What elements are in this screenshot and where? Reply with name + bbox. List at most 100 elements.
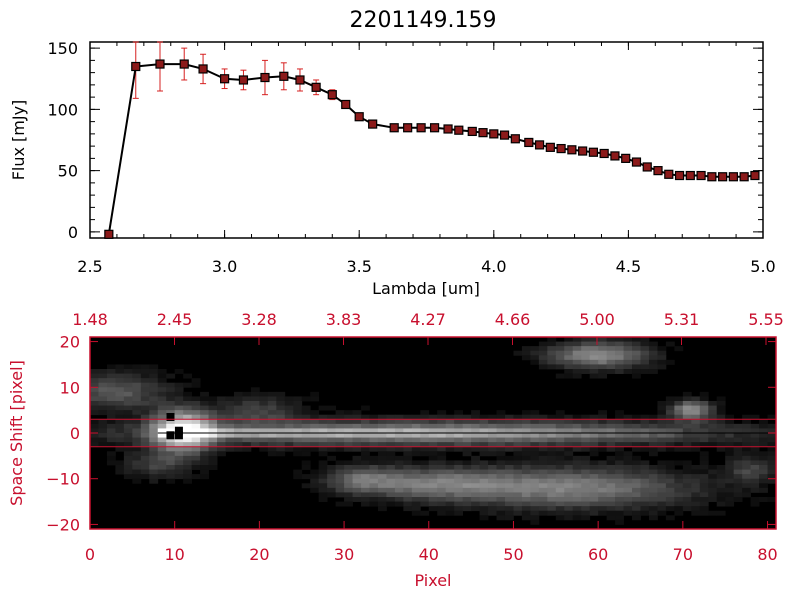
- image-pixel: [488, 414, 497, 420]
- data-point: [279, 71, 289, 81]
- image-pixel: [200, 401, 209, 406]
- image-pixel: [394, 483, 404, 489]
- image-pixel: [115, 364, 125, 370]
- image-pixel: [547, 423, 557, 429]
- image-pixel: [394, 478, 404, 484]
- image-pixel: [750, 442, 760, 448]
- image-pixel: [547, 364, 557, 370]
- image-pixel: [157, 387, 167, 393]
- image-pixel: [369, 465, 379, 470]
- data-point: [545, 142, 555, 152]
- image-pixel: [284, 446, 294, 452]
- image-pixel: [454, 478, 464, 484]
- image-pixel: [98, 401, 108, 406]
- image-pixel: [369, 455, 379, 461]
- image-pixel: [259, 396, 269, 402]
- image-pixel: [555, 442, 565, 448]
- image-pixel: [445, 460, 455, 466]
- image-pixel: [428, 446, 438, 452]
- image-pixel: [174, 414, 184, 420]
- image-pixel: [318, 474, 328, 480]
- image-pixel: [589, 428, 599, 434]
- image-pixel: [242, 396, 252, 402]
- image-pixel: [267, 423, 277, 429]
- image-pixel: [708, 483, 718, 489]
- image-pixel: [301, 396, 311, 402]
- image-pixel: [454, 483, 464, 489]
- image-pixel: [411, 487, 421, 493]
- image-pixel: [648, 414, 658, 420]
- image-pixel: [504, 428, 514, 434]
- image-pixel: [344, 465, 353, 470]
- image-pixel: [488, 497, 497, 502]
- image-pixel: [462, 433, 472, 438]
- image-pixel: [750, 451, 760, 457]
- image-pixel: [200, 446, 209, 452]
- image-pixel: [623, 501, 633, 507]
- data-point: [739, 172, 749, 182]
- image-pixel: [318, 419, 328, 425]
- image-pixel: [420, 469, 430, 475]
- image-pixel: [369, 460, 379, 466]
- image-pixel: [98, 369, 108, 374]
- data-point: [155, 59, 165, 69]
- image-pixel: [149, 465, 159, 470]
- image-pixel: [140, 391, 150, 397]
- image-pixel: [640, 337, 650, 342]
- image-pixel: [327, 469, 337, 475]
- image-pixel: [208, 401, 218, 406]
- image-pixel: [106, 433, 116, 438]
- image-pixel: [665, 492, 675, 498]
- image-pixel: [606, 487, 616, 493]
- image-pixel: [259, 428, 269, 434]
- image-pixel: [200, 451, 209, 457]
- image-pixel: [437, 428, 447, 434]
- image-pixel: [479, 501, 489, 507]
- image-pixel: [106, 391, 116, 397]
- image-pixel: [462, 423, 472, 429]
- image-pixel: [301, 460, 311, 466]
- image-pixel: [733, 442, 743, 448]
- image-pixel: [445, 492, 455, 498]
- image-pixel: [394, 423, 404, 429]
- image-pixel: [699, 437, 709, 443]
- image-pixel: [496, 433, 506, 438]
- image-pixel: [623, 419, 633, 425]
- image-pixel: [513, 442, 523, 448]
- image-pixel: [166, 442, 176, 448]
- image-pixel: [767, 414, 777, 420]
- spectrum-error-bars: [132, 41, 758, 180]
- image-pixel: [352, 410, 362, 416]
- image-pixel: [479, 446, 489, 452]
- image-pixel: [598, 414, 608, 420]
- image-pixel: [276, 401, 286, 406]
- image-pixel: [90, 405, 99, 411]
- image-pixel: [615, 446, 624, 452]
- image-pixel: [411, 492, 421, 498]
- image-pixel: [572, 337, 582, 342]
- image-pixel: [640, 469, 650, 475]
- image-pixel: [632, 487, 641, 493]
- image-pixel: [615, 410, 624, 416]
- image-pixel: [90, 378, 99, 384]
- image-pixel: [462, 506, 472, 512]
- image-pixel: [471, 410, 480, 416]
- image-pixel: [538, 487, 548, 493]
- image-pixel: [598, 355, 608, 361]
- image-pixel: [310, 433, 320, 438]
- image-pixel: [589, 350, 599, 356]
- image-pixel: [606, 341, 616, 347]
- image-pixel: [623, 364, 633, 370]
- image-pixel: [547, 492, 557, 498]
- image-pixel: [411, 423, 421, 429]
- image-pixel: [200, 460, 209, 466]
- image-pixel: [648, 341, 658, 347]
- image-pixel: [471, 506, 480, 512]
- image-pixel: [140, 469, 150, 475]
- image-pixel: [564, 474, 574, 480]
- image-pixel: [615, 515, 624, 521]
- image-pixel: [284, 437, 294, 443]
- image-pixel: [479, 460, 489, 466]
- image-pixel: [648, 369, 658, 374]
- image-pixel: [581, 442, 591, 448]
